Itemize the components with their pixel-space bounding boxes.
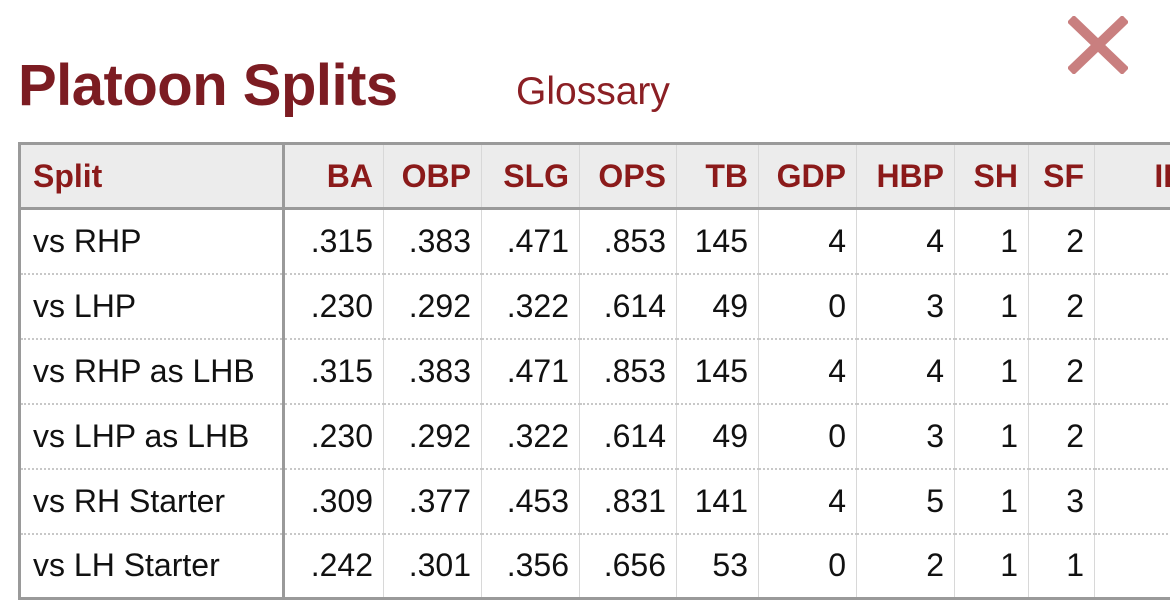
table-row: vs LHP .230.292.322.614 49 0 3 1 2 — [18, 273, 1170, 340]
split-cell: vs RHP as LHB — [18, 338, 285, 405]
stat-cell: .292 — [383, 403, 482, 470]
split-cell: vs RH Starter — [18, 468, 285, 535]
table-row: vs RH Starter .309.377.453.831 141 4 5 1 3 — [18, 468, 1170, 535]
table-container: SplitBAOBPSLGOPSTBGDPHBPSHSFIBB vs RHP.3… — [18, 142, 1170, 613]
stat-cell: 3 — [856, 403, 955, 470]
stat-cell — [1094, 338, 1170, 405]
stat-cell: .315 — [283, 338, 384, 405]
stat-cell: .656 — [579, 533, 677, 600]
stat-cell: 4 — [758, 338, 857, 405]
stat-cell: 1 — [954, 403, 1029, 470]
column-header: HBP — [856, 142, 955, 210]
stat-cell: .309 — [283, 468, 384, 535]
stat-cell: 1 — [954, 273, 1029, 340]
stat-cell: .383 — [383, 338, 482, 405]
stat-cell: 1 — [954, 208, 1029, 275]
stat-cell: .230 — [283, 403, 384, 470]
column-header: OPS — [579, 142, 677, 210]
stat-cell — [1094, 273, 1170, 340]
stat-cell: 2 — [1028, 273, 1095, 340]
stat-cell: 1 — [954, 468, 1029, 535]
stat-cell: .614 — [579, 403, 677, 470]
table-row: vs RHP as LHB .315.383.471.853 145 4 4 1 2 — [18, 338, 1170, 405]
stat-cell: 0 — [758, 273, 857, 340]
stat-cell: 1 — [954, 338, 1029, 405]
title: Platoon Splits — [18, 53, 398, 118]
close-button[interactable] — [1068, 16, 1128, 74]
split-cell: vs LHP — [18, 273, 285, 340]
stat-cell — [1094, 208, 1170, 275]
column-header: TB — [676, 142, 759, 210]
stat-cell — [1094, 468, 1170, 535]
stat-cell: .853 — [579, 338, 677, 405]
stat-cell: 2 — [856, 533, 955, 600]
stat-cell: 1 — [1028, 533, 1095, 600]
stat-cell: 141 — [676, 468, 759, 535]
column-header: Split — [18, 142, 285, 210]
stat-cell: 4 — [758, 468, 857, 535]
stat-cell: .301 — [383, 533, 482, 600]
stat-cell: .853 — [579, 208, 677, 275]
stat-cell: .315 — [283, 208, 384, 275]
column-header: SLG — [481, 142, 580, 210]
stat-cell: .383 — [383, 208, 482, 275]
stat-cell: 4 — [856, 338, 955, 405]
header-row: SplitBAOBPSLGOPSTBGDPHBPSHSFIBB — [18, 142, 1170, 210]
stat-cell: .230 — [283, 273, 384, 340]
table-row: vs LHP as LHB .230.292.322.614 49 0 3 1 2 — [18, 403, 1170, 470]
stat-cell: 49 — [676, 273, 759, 340]
stat-cell: .453 — [481, 468, 580, 535]
stat-cell: 2 — [1028, 403, 1095, 470]
stat-cell: 2 — [1028, 208, 1095, 275]
glossary-link[interactable]: Glossary — [516, 70, 670, 113]
column-header: SF — [1028, 142, 1095, 210]
stat-cell: 0 — [758, 533, 857, 600]
column-header: SH — [954, 142, 1029, 210]
stat-cell: .356 — [481, 533, 580, 600]
column-header: OBP — [383, 142, 482, 210]
stat-cell: .831 — [579, 468, 677, 535]
stat-cell: 0 — [758, 403, 857, 470]
stat-cell: .614 — [579, 273, 677, 340]
stat-cell: 3 — [1028, 468, 1095, 535]
stat-cell: .322 — [481, 273, 580, 340]
stat-cell: 53 — [676, 533, 759, 600]
stat-cell: 4 — [856, 208, 955, 275]
column-header: IBB — [1094, 142, 1170, 210]
stat-cell: .471 — [481, 208, 580, 275]
stat-cell: 49 — [676, 403, 759, 470]
stat-cell: 145 — [676, 338, 759, 405]
stat-cell: .292 — [383, 273, 482, 340]
stat-cell: 2 — [1028, 338, 1095, 405]
splits-table: SplitBAOBPSLGOPSTBGDPHBPSHSFIBB vs RHP.3… — [18, 142, 1170, 600]
column-header: GDP — [758, 142, 857, 210]
stat-cell: .377 — [383, 468, 482, 535]
column-header: BA — [283, 142, 384, 210]
stat-cell: 145 — [676, 208, 759, 275]
stat-cell: .322 — [481, 403, 580, 470]
table-body: vs RHP .315.383.471.853 145 4 4 1 2 vs LHP .230.… — [18, 208, 1170, 600]
stat-cell: 5 — [856, 468, 955, 535]
stat-cell: 1 — [954, 533, 1029, 600]
table-row: vs RHP .315.383.471.853 145 4 4 1 2 — [18, 208, 1170, 275]
stat-cell: 4 — [758, 208, 857, 275]
stat-cell — [1094, 533, 1170, 600]
stat-cell — [1094, 403, 1170, 470]
stat-cell: 3 — [856, 273, 955, 340]
stat-cell: .242 — [283, 533, 384, 600]
split-cell: vs RHP — [18, 208, 285, 275]
stat-cell: .471 — [481, 338, 580, 405]
split-cell: vs LHP as LHB — [18, 403, 285, 470]
table-row: vs LH Starter .242.301.356.656 53 0 2 1 1 — [18, 533, 1170, 600]
split-cell: vs LH Starter — [18, 533, 285, 600]
